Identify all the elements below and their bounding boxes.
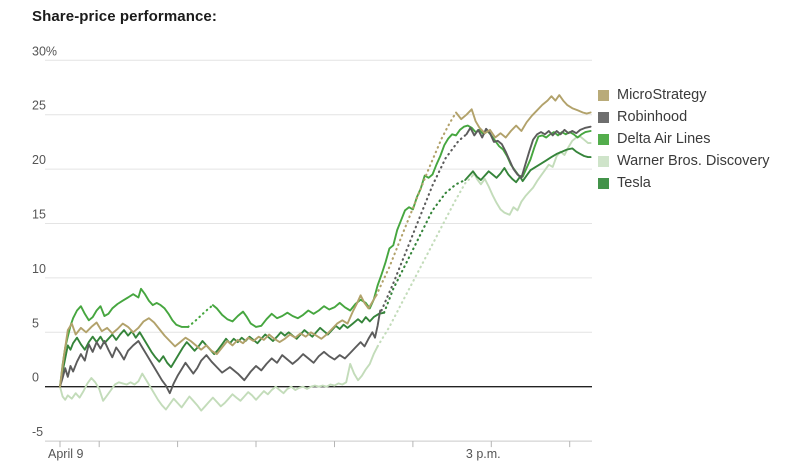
legend-item-warner-bros-discovery: Warner Bros. Discovery — [598, 150, 770, 172]
series-line-delta-air-lines — [187, 304, 214, 328]
legend-item-delta-air-lines: Delta Air Lines — [598, 128, 770, 150]
legend: MicroStrategy Robinhood Delta Air Lines … — [598, 84, 770, 194]
microstrategy-swatch-icon — [598, 89, 609, 101]
y-axis-label: 5 — [32, 316, 39, 330]
tesla-swatch-icon — [598, 177, 609, 189]
warner-swatch-icon — [598, 155, 609, 167]
legend-item-robinhood: Robinhood — [598, 106, 770, 128]
series-line-microstrategy — [59, 294, 378, 388]
series-line-robinhood — [465, 125, 592, 179]
legend-label: Tesla — [617, 175, 651, 191]
series-line-microstrategy — [455, 94, 592, 139]
series-line-warner-bros-discovery — [470, 135, 592, 216]
series-line-tesla — [383, 178, 467, 314]
series-line-delta-air-lines — [59, 287, 190, 388]
y-axis-label: 15 — [32, 208, 46, 222]
series-line-delta-air-lines — [211, 124, 592, 328]
robinhood-swatch-icon — [598, 111, 609, 123]
series-line-microstrategy — [375, 111, 458, 297]
legend-label: MicroStrategy — [617, 87, 707, 103]
series-line-tesla — [59, 311, 386, 388]
legend-label: Robinhood — [617, 109, 688, 125]
y-axis-label: 30% — [32, 44, 57, 58]
series-line-robinhood — [59, 309, 383, 395]
y-axis-label: -5 — [32, 425, 43, 439]
legend-item-microstrategy: MicroStrategy — [598, 84, 770, 106]
delta-swatch-icon — [598, 133, 609, 145]
series-line-robinhood — [380, 133, 468, 312]
y-axis-label: 10 — [32, 262, 46, 276]
y-axis-label: 0 — [32, 371, 39, 385]
x-axis-label: April 9 — [48, 447, 83, 461]
series-line-warner-bros-discovery — [376, 175, 473, 348]
legend-label: Warner Bros. Discovery — [617, 153, 770, 169]
legend-item-tesla: Tesla — [598, 172, 770, 194]
chart-title: Share-price performance: — [32, 8, 217, 25]
x-axis-label: 3 p.m. — [466, 447, 501, 461]
y-axis-label: 25 — [32, 99, 46, 113]
series-line-tesla — [464, 147, 592, 184]
y-axis-label: 20 — [32, 153, 46, 167]
legend-label: Delta Air Lines — [617, 131, 711, 147]
series-line-warner-bros-discovery — [59, 345, 379, 412]
